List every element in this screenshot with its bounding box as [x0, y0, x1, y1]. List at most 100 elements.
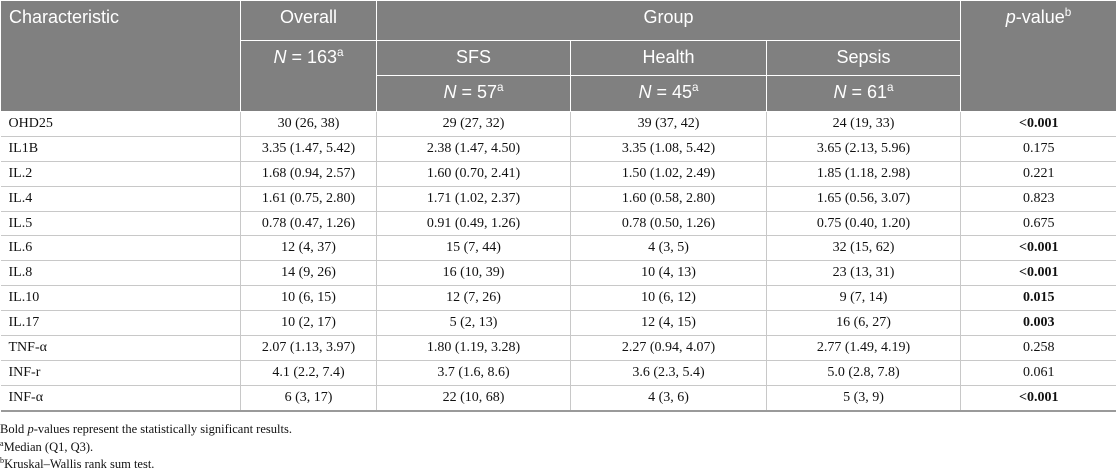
table-row: INF-α 6 (3, 17) 22 (10, 68) 4 (3, 6) 5 (3, 9… [0, 385, 1116, 412]
table-cell: 4 (3, 5) [570, 235, 767, 262]
table-row: IL1B 3.35 (1.47, 5.42) 2.38 (1.47, 4.50) 3.… [0, 136, 1116, 162]
table-cell: 5 (2, 13) [376, 310, 571, 337]
table-cell: 2.07 (1.13, 3.97) [240, 335, 377, 361]
table-cell: 0.91 (0.49, 1.26) [376, 211, 571, 237]
table-cell: 9 (7, 14) [766, 285, 961, 312]
footnote: aMedian (Q1, Q3). [0, 439, 292, 458]
table-cell: 2.77 (1.49, 4.19) [766, 335, 961, 361]
footnote-mark: b [0, 455, 5, 465]
footnote-mark: a [497, 81, 504, 94]
table-cell: OHD25 [0, 111, 241, 137]
table-cell: 1.60 (0.70, 2.41) [376, 161, 571, 187]
table-cell: 3.35 (1.08, 5.42) [570, 136, 767, 162]
p-text: -value [1015, 7, 1065, 27]
table-cell: 0.258 [960, 335, 1116, 361]
header-cell: Sepsis [766, 40, 961, 76]
table-cell: 1.65 (0.56, 3.07) [766, 186, 961, 212]
table-cell: 1.85 (1.18, 2.98) [766, 161, 961, 187]
table-cell: 12 (7, 26) [376, 285, 571, 312]
table-cell: 24 (19, 33) [766, 111, 961, 137]
table-cell: 0.221 [960, 161, 1116, 187]
table-cell: 2.38 (1.47, 4.50) [376, 136, 571, 162]
table-cell: <0.001 [960, 385, 1116, 412]
header-cell: Characteristic [0, 0, 241, 112]
header-cell: p-valueb [960, 0, 1116, 112]
header-cell: N = 163a [240, 40, 377, 112]
table-cell: 0.75 (0.40, 1.20) [766, 211, 961, 237]
n-value: = 57 [456, 82, 498, 102]
table-cell: 23 (13, 31) [766, 260, 961, 287]
table-cell: 0.061 [960, 360, 1116, 386]
footnote-mark: a [887, 81, 894, 94]
table-cell: 0.675 [960, 211, 1116, 237]
header-row: Characteristic Overall Group p-valueb [0, 0, 1116, 112]
header-row: N = 163a SFS Health Sepsis [1, 40, 1116, 112]
table-cell: 16 (10, 39) [376, 260, 571, 287]
table-cell: 29 (27, 32) [376, 111, 571, 137]
n-value: = 61 [846, 82, 888, 102]
header-cell: Overall [240, 0, 377, 41]
table-cell: 32 (15, 62) [766, 235, 961, 262]
header-row: N = 57a N = 45a N = 61a [1, 75, 1116, 112]
table-cell: IL.17 [0, 310, 241, 337]
footnote-mark: a [692, 81, 699, 94]
table-cell: 2.27 (0.94, 4.07) [570, 335, 767, 361]
table-row: TNF-α 2.07 (1.13, 3.97) 1.80 (1.19, 3.28) 2… [0, 335, 1116, 361]
table-cell: TNF-α [0, 335, 241, 361]
header-cell: N = 61a [766, 75, 961, 112]
table-cell: 10 (4, 13) [570, 260, 767, 287]
table-cell: 1.80 (1.19, 3.28) [376, 335, 571, 361]
footnote-text: Bold [0, 422, 28, 436]
table-row: IL.10 10 (6, 15) 12 (7, 26) 10 (6, 12) 9 (7,… [0, 285, 1116, 312]
table-cell: 6 (3, 17) [240, 385, 377, 412]
table-cell: 1.71 (1.02, 2.37) [376, 186, 571, 212]
table-row: INF-r 4.1 (2.2, 7.4) 3.7 (1.6, 8.6) 3.6 (2.… [0, 360, 1116, 386]
n-symbol: N [273, 47, 287, 67]
table-cell: IL.2 [0, 161, 241, 187]
table-cell: IL.8 [0, 260, 241, 287]
table-cell: 1.50 (1.02, 2.49) [570, 161, 767, 187]
table-cell: 0.78 (0.47, 1.26) [240, 211, 377, 237]
table-cell: IL.4 [0, 186, 241, 212]
table-cell: 12 (4, 37) [240, 235, 377, 262]
table-cell: IL.6 [0, 235, 241, 262]
table-cell: 0.78 (0.50, 1.26) [570, 211, 767, 237]
table-cell: 0.015 [960, 285, 1116, 312]
footnote-text: p [27, 422, 34, 436]
table-cell: 4 (3, 6) [570, 385, 767, 412]
table-cell: 1.60 (0.58, 2.80) [570, 186, 767, 212]
table-row: OHD25 30 (26, 38) 29 (27, 32) 39 (37, 42) 24… [0, 111, 1116, 137]
table-cell: 10 (6, 15) [240, 285, 377, 312]
footnote: bKruskal–Wallis rank sum test. [0, 455, 292, 475]
p-symbol: p [1005, 7, 1016, 27]
footnote: Bold p-values represent the statisticall… [0, 422, 292, 440]
table-cell: 3.35 (1.47, 5.42) [240, 136, 377, 162]
table-cell: IL1B [0, 136, 241, 162]
table-cell: <0.001 [960, 235, 1116, 262]
n-symbol: N [443, 82, 457, 102]
table-cell: 0.823 [960, 186, 1116, 212]
table-cell: 4.1 (2.2, 7.4) [240, 360, 377, 386]
footnote-text: Kruskal–Wallis rank sum test. [4, 457, 155, 471]
table-cell: INF-α [0, 385, 241, 412]
table-cell: <0.001 [960, 260, 1116, 287]
n-symbol: N [638, 82, 652, 102]
table-row: IL.6 12 (4, 37) 15 (7, 44) 4 (3, 5) 32 (15, … [0, 235, 1116, 262]
table-cell: 10 (2, 17) [240, 310, 377, 337]
table-row: IL.4 1.61 (0.75, 2.80) 1.71 (1.02, 2.37) 1.… [0, 186, 1116, 212]
table-cell: 14 (9, 26) [240, 260, 377, 287]
table-cell: 22 (10, 68) [376, 385, 571, 412]
table-cell: 12 (4, 15) [570, 310, 767, 337]
footnote-mark: a [337, 46, 344, 59]
table-cell: 15 (7, 44) [376, 235, 571, 262]
table-cell: 10 (6, 12) [570, 285, 767, 312]
footnote-text: -values represent the statistically sign… [33, 422, 292, 436]
table-cell: INF-r [0, 360, 241, 386]
table-cell: 3.6 (2.3, 5.4) [570, 360, 767, 386]
header-cell: SFS [376, 40, 571, 76]
n-value: = 45 [651, 82, 693, 102]
header-cell: Health [570, 40, 767, 76]
table-cell: 0.175 [960, 136, 1116, 162]
table-row: IL.17 10 (2, 17) 5 (2, 13) 12 (4, 15) 16 (6,… [0, 310, 1116, 337]
